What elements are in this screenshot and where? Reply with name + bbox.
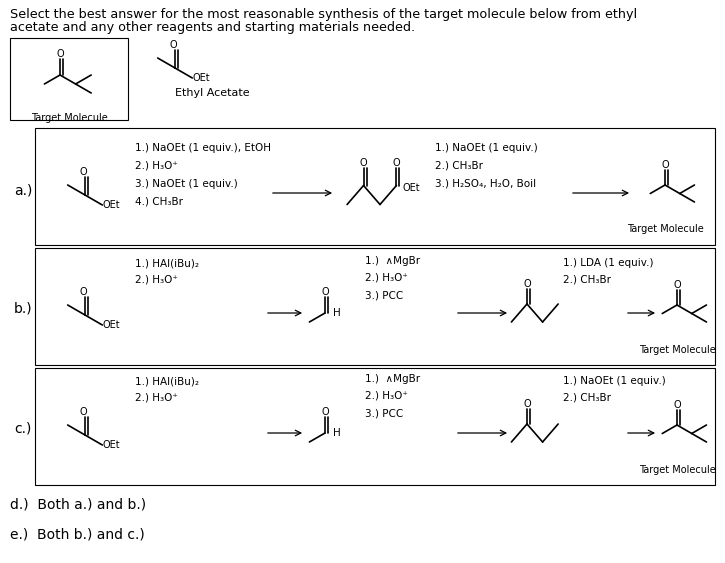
Text: O: O (523, 279, 531, 289)
Text: O: O (79, 167, 87, 177)
Text: O: O (674, 400, 681, 410)
Text: O: O (321, 407, 329, 417)
Text: 1.) HAl(iBu)₂: 1.) HAl(iBu)₂ (135, 376, 199, 386)
Text: O: O (360, 158, 368, 168)
Text: 2.) CH₃Br: 2.) CH₃Br (435, 161, 483, 171)
Text: 2.) CH₃Br: 2.) CH₃Br (563, 393, 611, 403)
Text: acetate and any other reagents and starting materials needed.: acetate and any other reagents and start… (10, 21, 415, 34)
Text: Target Molecule: Target Molecule (639, 465, 716, 475)
Text: d.)  Both a.) and b.): d.) Both a.) and b.) (10, 498, 146, 512)
Text: OEt: OEt (102, 320, 120, 330)
Text: Target Molecule: Target Molecule (626, 224, 703, 234)
Text: O: O (523, 399, 531, 409)
Text: OEt: OEt (402, 184, 420, 193)
Text: 2.) H₃O⁺: 2.) H₃O⁺ (365, 273, 408, 283)
Text: Target Molecule: Target Molecule (639, 345, 716, 355)
Bar (10, 38, 128, 120)
Text: e.)  Both b.) and c.): e.) Both b.) and c.) (10, 528, 145, 542)
Text: 1.) LDA (1 equiv.): 1.) LDA (1 equiv.) (563, 258, 653, 268)
Text: Ethyl Acetate: Ethyl Acetate (175, 88, 249, 98)
Text: OEt: OEt (192, 73, 210, 83)
Text: 2.) H₃O⁺: 2.) H₃O⁺ (135, 161, 178, 171)
Text: H: H (333, 428, 341, 438)
Text: 1.)  ∧MgBr: 1.) ∧MgBr (365, 374, 420, 384)
Text: H: H (333, 308, 341, 318)
Text: O: O (79, 407, 87, 417)
Text: O: O (56, 49, 64, 59)
Text: 3.) H₂SO₄, H₂O, Boil: 3.) H₂SO₄, H₂O, Boil (435, 179, 536, 189)
Text: OEt: OEt (102, 200, 120, 210)
Bar (35, 248, 715, 365)
Text: 1.) NaOEt (1 equiv.): 1.) NaOEt (1 equiv.) (563, 376, 666, 386)
Text: 3.) PCC: 3.) PCC (365, 408, 403, 418)
Text: 3.) NaOEt (1 equiv.): 3.) NaOEt (1 equiv.) (135, 179, 238, 189)
Text: OEt: OEt (102, 440, 120, 450)
Text: O: O (393, 158, 400, 168)
Text: b.): b.) (14, 301, 33, 315)
Text: 2.) H₃O⁺: 2.) H₃O⁺ (365, 391, 408, 401)
Text: c.): c.) (14, 421, 31, 435)
Text: 4.) CH₃Br: 4.) CH₃Br (135, 197, 183, 207)
Text: O: O (674, 280, 681, 290)
Text: 2.) CH₃Br: 2.) CH₃Br (563, 275, 611, 285)
Text: 1.)  ∧MgBr: 1.) ∧MgBr (365, 256, 420, 266)
Text: 2.) H₃O⁺: 2.) H₃O⁺ (135, 275, 178, 285)
Bar (35, 368, 715, 485)
Text: Select the best answer for the most reasonable synthesis of the target molecule : Select the best answer for the most reas… (10, 8, 637, 21)
Text: 1.) NaOEt (1 equiv.), EtOH: 1.) NaOEt (1 equiv.), EtOH (135, 143, 271, 153)
Bar (35, 128, 715, 245)
Text: O: O (79, 287, 87, 297)
Text: 2.) H₃O⁺: 2.) H₃O⁺ (135, 393, 178, 403)
Text: a.): a.) (14, 183, 33, 197)
Text: O: O (321, 287, 329, 297)
Text: 1.) HAl(iBu)₂: 1.) HAl(iBu)₂ (135, 258, 199, 268)
Text: O: O (169, 40, 177, 50)
Text: O: O (661, 160, 668, 169)
Text: Target Molecule: Target Molecule (30, 113, 107, 123)
Text: 3.) PCC: 3.) PCC (365, 290, 403, 300)
Text: 1.) NaOEt (1 equiv.): 1.) NaOEt (1 equiv.) (435, 143, 538, 153)
